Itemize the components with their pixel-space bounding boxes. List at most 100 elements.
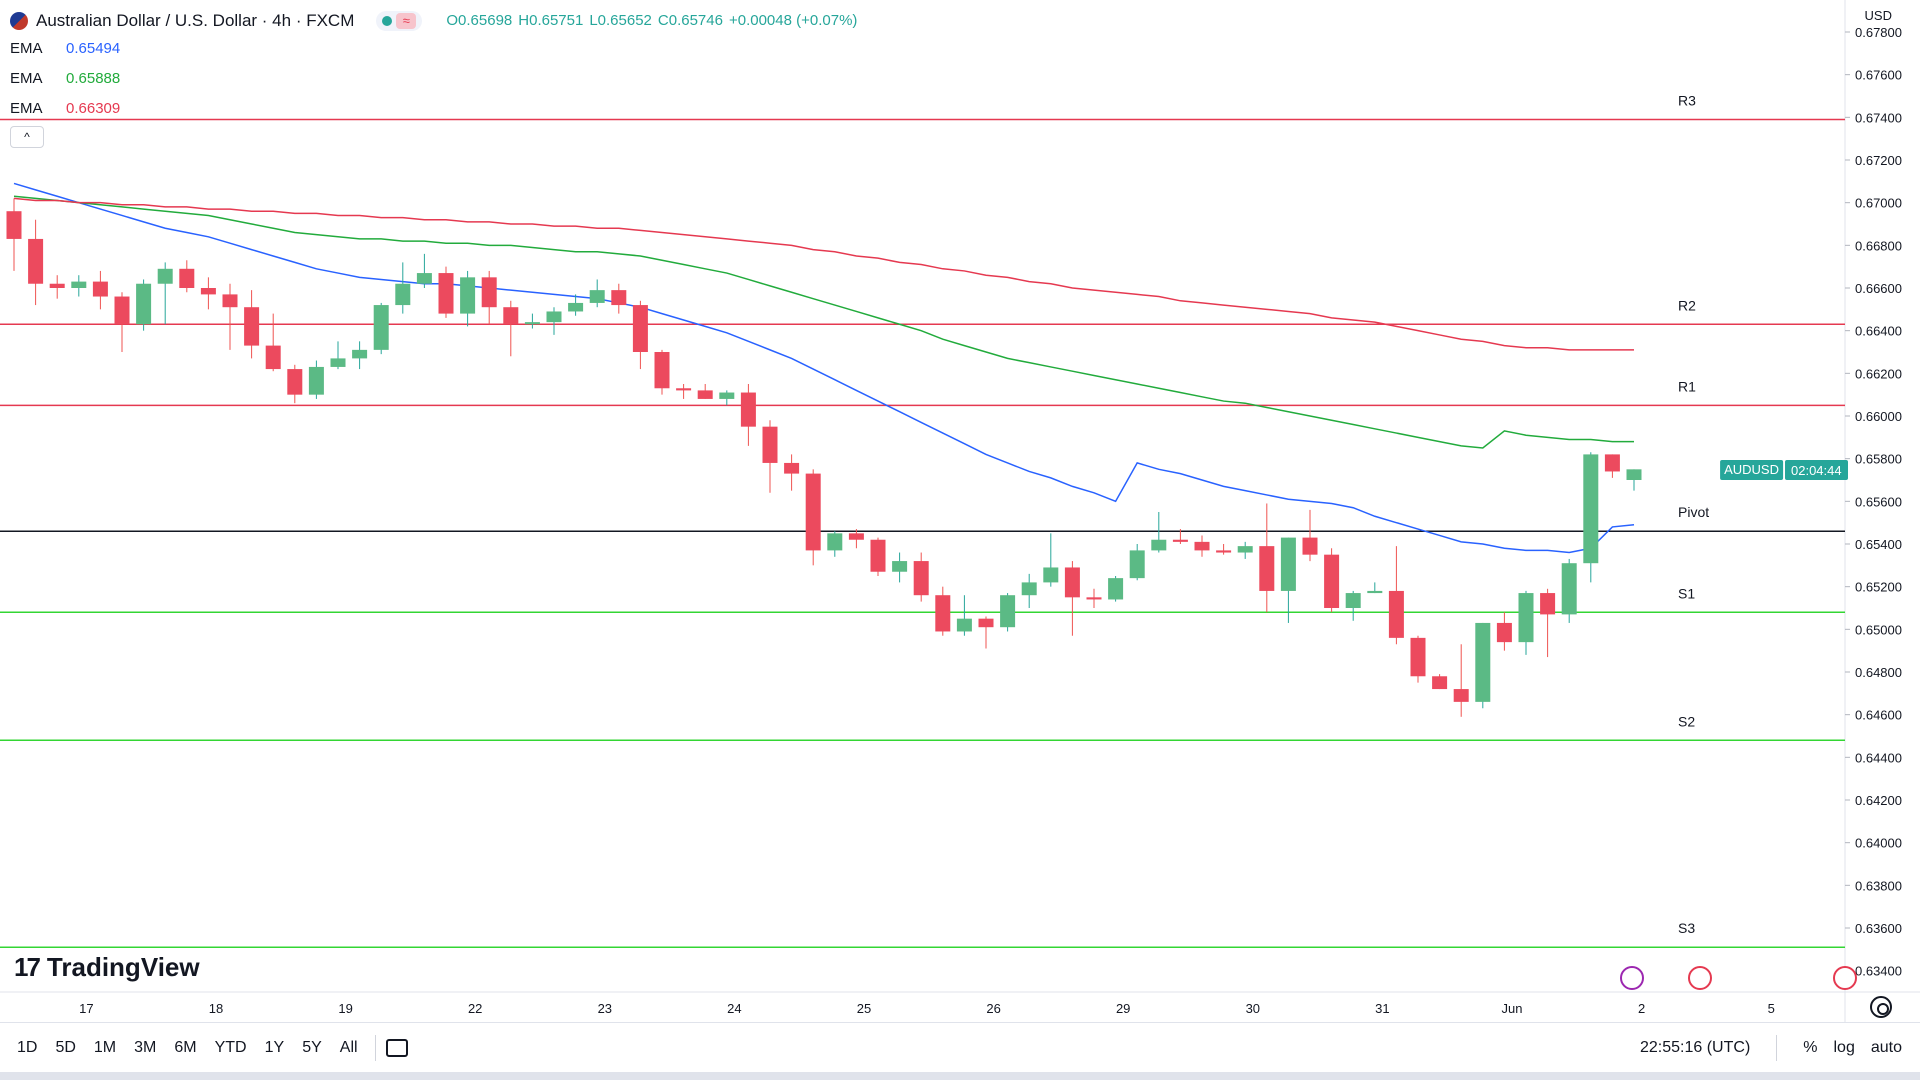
ema-row-3[interactable]: EMA 0.66309 — [10, 94, 857, 124]
settings-gear-icon[interactable] — [1870, 996, 1892, 1018]
candle-body-down — [632, 305, 648, 352]
candle-body-down — [287, 369, 303, 395]
candle-body-down — [200, 288, 216, 295]
y-tick-label: 0.67400 — [1855, 110, 1902, 125]
period-1m[interactable]: 1M — [93, 1038, 117, 1056]
y-tick-label: 0.65400 — [1855, 537, 1902, 552]
market-status[interactable]: ≈ — [376, 11, 423, 31]
event-marker-icon — [1620, 966, 1644, 990]
tradingview-logo[interactable]: 17 TradingView — [14, 952, 200, 983]
x-tick-label: 26 — [986, 1001, 1000, 1016]
ema-line — [13, 195, 1634, 449]
pivot-level-label: S1 — [1678, 585, 1695, 601]
x-tick-label: 23 — [598, 1001, 612, 1016]
candle-body-up — [1626, 469, 1642, 480]
ohlc-close: C0.65746 — [657, 12, 723, 29]
symbol-price-tag: AUDUSD — [1720, 460, 1783, 481]
candle-body-up — [956, 618, 972, 632]
x-tick-label: 22 — [468, 1001, 482, 1016]
bottom-toolbar: 1D 5D 1M 3M 6M YTD 1Y 5Y All 22:55:16 (U… — [0, 1022, 1920, 1072]
candle-body-down — [1453, 689, 1469, 702]
candle-body-up — [373, 305, 389, 350]
y-tick-label: 0.66600 — [1855, 281, 1902, 296]
countdown-label: 02:04:44 — [1791, 462, 1842, 478]
candle-body-up — [1561, 563, 1577, 615]
candle-body-up — [1043, 567, 1059, 583]
candle-body-down — [1324, 554, 1340, 608]
event-marker-icon — [1688, 966, 1712, 990]
wave-icon: ≈ — [396, 13, 417, 29]
y-tick-label: 0.63400 — [1855, 964, 1902, 979]
candle-body-down — [805, 473, 821, 551]
y-tick-label: 0.64600 — [1855, 708, 1902, 723]
candle-body-up — [1021, 582, 1037, 596]
candle-body-down — [179, 268, 195, 288]
candle-body-down — [222, 294, 238, 308]
candle-body-down — [740, 392, 756, 427]
candle-body-up — [1518, 593, 1534, 643]
candle-body-down — [784, 462, 800, 474]
divider — [374, 1034, 376, 1061]
period-1d[interactable]: 1D — [17, 1038, 38, 1056]
candle-body-down — [481, 277, 497, 308]
pivot-level-label: R3 — [1678, 92, 1696, 108]
candle-body-down — [654, 352, 670, 389]
y-tick-label: 0.66800 — [1855, 238, 1902, 253]
candle-body-up — [460, 277, 476, 314]
log-toggle[interactable]: log — [1833, 1038, 1855, 1056]
candle-body-down — [870, 539, 886, 572]
period-all[interactable]: All — [339, 1038, 358, 1056]
price-chart[interactable]: 0.67800 0.67600 0.67400 0.67200 0.67000 0.668… — [0, 0, 1920, 1022]
candle-body-up — [71, 281, 87, 288]
ema-row-2[interactable]: EMA 0.65888 — [10, 64, 857, 94]
ema-label: EMA — [10, 100, 43, 117]
candle-body-down — [978, 618, 994, 628]
calendar-icon[interactable] — [385, 1038, 408, 1057]
candle-body-down — [28, 238, 44, 284]
y-tick-label: 0.64000 — [1855, 836, 1902, 851]
ema-row-1[interactable]: EMA 0.65494 — [10, 34, 857, 64]
currency-selector[interactable]: USD — [1864, 8, 1892, 23]
candle-body-down — [1604, 454, 1620, 472]
candle-body-up — [416, 273, 432, 284]
percent-toggle[interactable]: % — [1803, 1038, 1818, 1056]
ohlc-high: H0.65751 — [518, 12, 584, 29]
divider — [1776, 1034, 1778, 1061]
aud-usd-flag-icon — [10, 12, 28, 30]
ema-line — [13, 197, 1634, 351]
ohlc-low: L0.65652 — [589, 12, 652, 29]
candle-body-up — [395, 283, 411, 306]
period-1y[interactable]: 1Y — [264, 1038, 285, 1056]
chart-legend: Australian Dollar / U.S. Dollar · 4h · F… — [10, 8, 857, 148]
candle-body-down — [935, 595, 951, 632]
candle-body-down — [848, 533, 864, 540]
period-ytd[interactable]: YTD — [214, 1038, 247, 1056]
period-5d[interactable]: 5D — [55, 1038, 76, 1056]
candle-body-down — [244, 307, 260, 346]
y-tick-label: 0.64800 — [1855, 665, 1902, 680]
pivot-level-label: Pivot — [1678, 504, 1709, 520]
y-tick-label: 0.63600 — [1855, 921, 1902, 936]
period-6m[interactable]: 6M — [174, 1038, 197, 1056]
candle-body-down — [92, 281, 108, 297]
y-tick-label: 0.65200 — [1855, 580, 1902, 595]
candle-body-down — [1064, 567, 1080, 598]
symbol-title[interactable]: Australian Dollar / U.S. Dollar · 4h · F… — [36, 11, 355, 30]
y-tick-label: 0.63800 — [1855, 878, 1902, 893]
y-tick-label: 0.67600 — [1855, 68, 1902, 83]
candle-body-down — [114, 296, 130, 325]
clock-time[interactable]: 22:55:16 (UTC) — [1640, 1038, 1751, 1056]
y-tick-label: 0.64200 — [1855, 793, 1902, 808]
period-3m[interactable]: 3M — [134, 1038, 157, 1056]
collapse-legend-button[interactable]: ^ — [10, 126, 44, 148]
candle-body-up — [1367, 590, 1383, 594]
candle-body-down — [265, 345, 281, 370]
period-5y[interactable]: 5Y — [302, 1038, 322, 1056]
tv-logo-icon: 17 — [14, 952, 41, 982]
candle-body-down — [913, 561, 929, 596]
x-tick-label: 31 — [1375, 1001, 1389, 1016]
pivot-level-label: S3 — [1678, 920, 1695, 936]
candle-body-up — [892, 561, 908, 572]
candle-body-up — [1108, 578, 1124, 600]
auto-toggle[interactable]: auto — [1870, 1038, 1902, 1056]
